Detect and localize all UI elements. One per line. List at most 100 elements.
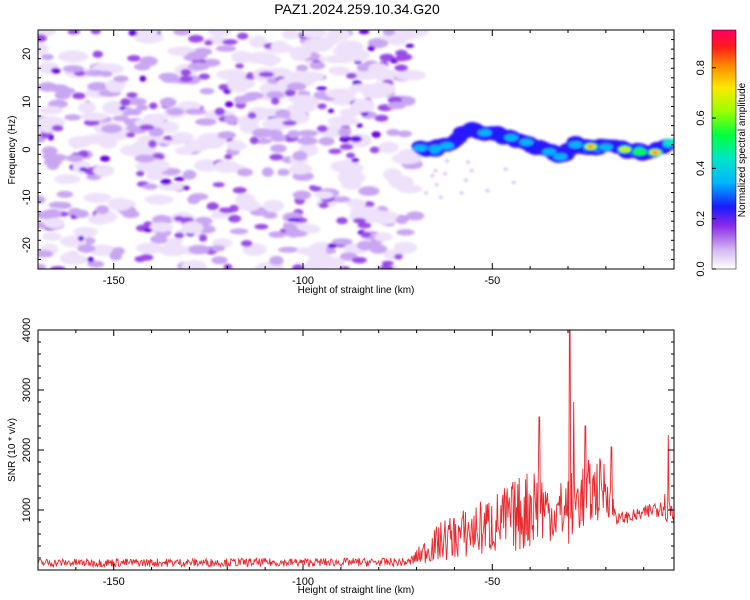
noise-blob	[173, 176, 185, 182]
noise-blob	[262, 199, 285, 212]
noise-blob	[67, 30, 81, 35]
noise-blob	[485, 189, 490, 193]
spectrogram-xlabel: Height of straight line (km)	[298, 285, 415, 296]
noise-blob	[186, 51, 207, 61]
x-tick-label: -150	[103, 275, 125, 287]
noise-blob	[269, 153, 284, 161]
noise-blob	[327, 116, 359, 126]
noise-blob	[368, 63, 389, 74]
colorbar-tick-label: 0.4	[695, 161, 707, 176]
noise-blob	[148, 127, 164, 137]
noise-blob	[227, 79, 250, 93]
noise-blob	[316, 86, 328, 91]
figure-title: PAZ1.2024.259.10.34.G20	[274, 1, 440, 17]
noise-blob	[369, 146, 380, 154]
noise-blob	[83, 237, 96, 245]
noise-blob	[235, 193, 256, 207]
noise-blob	[237, 32, 249, 40]
spectrogram-plot-area	[38, 30, 674, 269]
noise-blob	[79, 167, 87, 172]
noise-blob	[42, 232, 62, 241]
noise-blob	[160, 178, 172, 185]
colorbar: 0.0 0.2 0.4 0.6 0.8 Normalized spectral ampl…	[695, 29, 748, 277]
noise-blob	[126, 92, 138, 98]
noise-blob	[87, 256, 94, 263]
ridge-peak	[439, 142, 454, 150]
noise-blob	[38, 34, 47, 42]
noise-blob	[393, 241, 418, 254]
noise-blob	[350, 135, 362, 143]
noise-blob	[394, 69, 427, 81]
noise-blob	[228, 214, 242, 223]
noise-blob	[134, 154, 156, 163]
noise-blob	[318, 202, 329, 209]
noise-blob	[269, 255, 284, 266]
y-tick-label: 1000	[21, 498, 33, 522]
noise-blob	[314, 191, 334, 200]
x-tick-label: -100	[292, 275, 314, 287]
spectrogram-ylabel: Frequency (Hz)	[7, 116, 18, 185]
noise-blob	[339, 135, 352, 143]
y-tick-label: -10	[21, 189, 33, 205]
noise-blob	[232, 187, 247, 194]
noise-blob	[68, 136, 92, 148]
noise-blob	[331, 196, 351, 203]
noise-blob	[213, 160, 240, 173]
noise-blob	[288, 70, 310, 82]
noise-blob	[134, 32, 164, 44]
noise-blob	[382, 30, 396, 36]
noise-blob	[345, 72, 357, 79]
noise-blob	[188, 35, 204, 43]
noise-blob	[158, 244, 189, 257]
noise-blob	[158, 72, 179, 81]
noise-blob	[308, 185, 318, 191]
noise-blob	[296, 136, 318, 145]
noise-blob	[173, 215, 185, 222]
spectrogram-blobs	[38, 30, 674, 269]
noise-blob	[235, 63, 244, 69]
noise-blob	[122, 210, 140, 219]
noise-blob	[266, 129, 283, 137]
noise-blob	[50, 67, 61, 74]
colorbar-frame	[711, 29, 737, 270]
noise-blob	[377, 141, 399, 154]
noise-blob	[77, 244, 96, 253]
noise-blob	[83, 192, 112, 203]
noise-blob	[80, 112, 109, 121]
noise-blob	[511, 181, 516, 184]
noise-blob	[386, 129, 401, 136]
noise-blob	[434, 183, 439, 187]
noise-blob	[108, 197, 132, 211]
noise-blob	[318, 136, 335, 146]
noise-blob	[459, 191, 464, 195]
noise-blob	[208, 30, 232, 37]
noise-blob	[286, 82, 307, 91]
noise-blob	[396, 229, 415, 236]
noise-blob	[338, 127, 352, 137]
noise-blob	[59, 252, 81, 264]
noise-blob	[73, 209, 89, 218]
noise-blob	[57, 50, 89, 63]
noise-blob	[217, 131, 236, 140]
noise-blob	[42, 209, 62, 219]
noise-blob	[210, 245, 226, 252]
noise-blob	[218, 84, 230, 91]
noise-blob	[326, 30, 350, 42]
snr-line	[38, 330, 674, 569]
noise-blob	[212, 182, 225, 188]
noise-blob	[358, 186, 380, 196]
noise-blob	[379, 53, 395, 62]
noise-blob	[180, 68, 192, 77]
noise-blob	[77, 235, 85, 242]
noise-blob	[222, 39, 238, 45]
noise-blob	[152, 214, 171, 225]
noise-blob	[187, 62, 210, 71]
noise-blob	[328, 148, 342, 154]
noise-blob	[239, 94, 258, 102]
noise-blob	[327, 108, 335, 114]
noise-blob	[136, 242, 164, 254]
noise-blob	[387, 96, 403, 104]
noise-blob	[254, 223, 269, 230]
